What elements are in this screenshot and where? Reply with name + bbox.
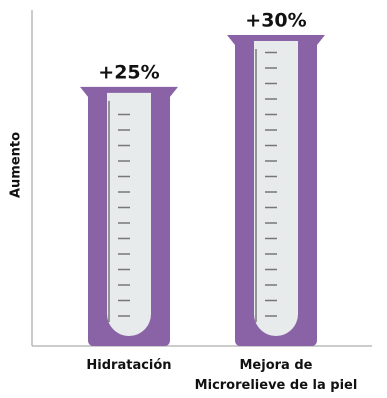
x-tick-label: Hidratación: [86, 358, 172, 373]
tube-inner: [107, 92, 151, 336]
y-axis-label: Aumento: [9, 132, 24, 198]
value-label: +25%: [98, 61, 159, 83]
tube-inner: [254, 41, 298, 336]
x-tick-label: Mejora de Microrelieve de la piel: [194, 358, 358, 393]
value-label: +30%: [245, 10, 306, 32]
